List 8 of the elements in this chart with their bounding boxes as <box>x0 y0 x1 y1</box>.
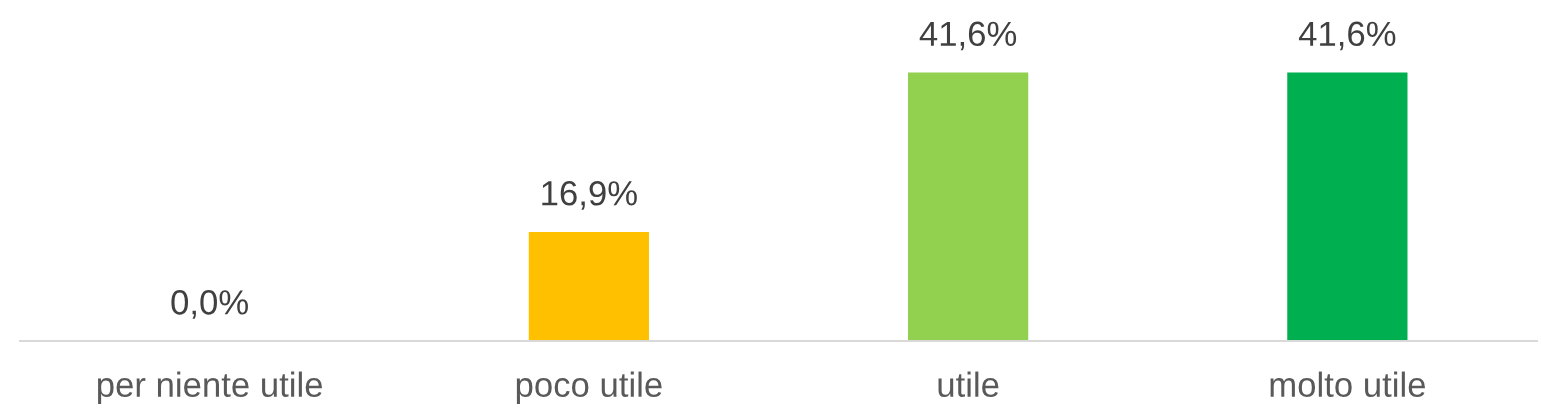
data-label: 16,9% <box>542 181 637 210</box>
data-label: 41,6% <box>1298 21 1396 51</box>
data-label: 41,6% <box>919 21 1017 51</box>
x-tick-label: utile <box>938 371 999 398</box>
x-tick-label: poco utile <box>516 371 662 404</box>
x-tick-label: molto utile <box>1270 371 1425 398</box>
x-tick-label: per niente utile <box>97 371 322 404</box>
data-label: 0,0% <box>171 290 248 319</box>
